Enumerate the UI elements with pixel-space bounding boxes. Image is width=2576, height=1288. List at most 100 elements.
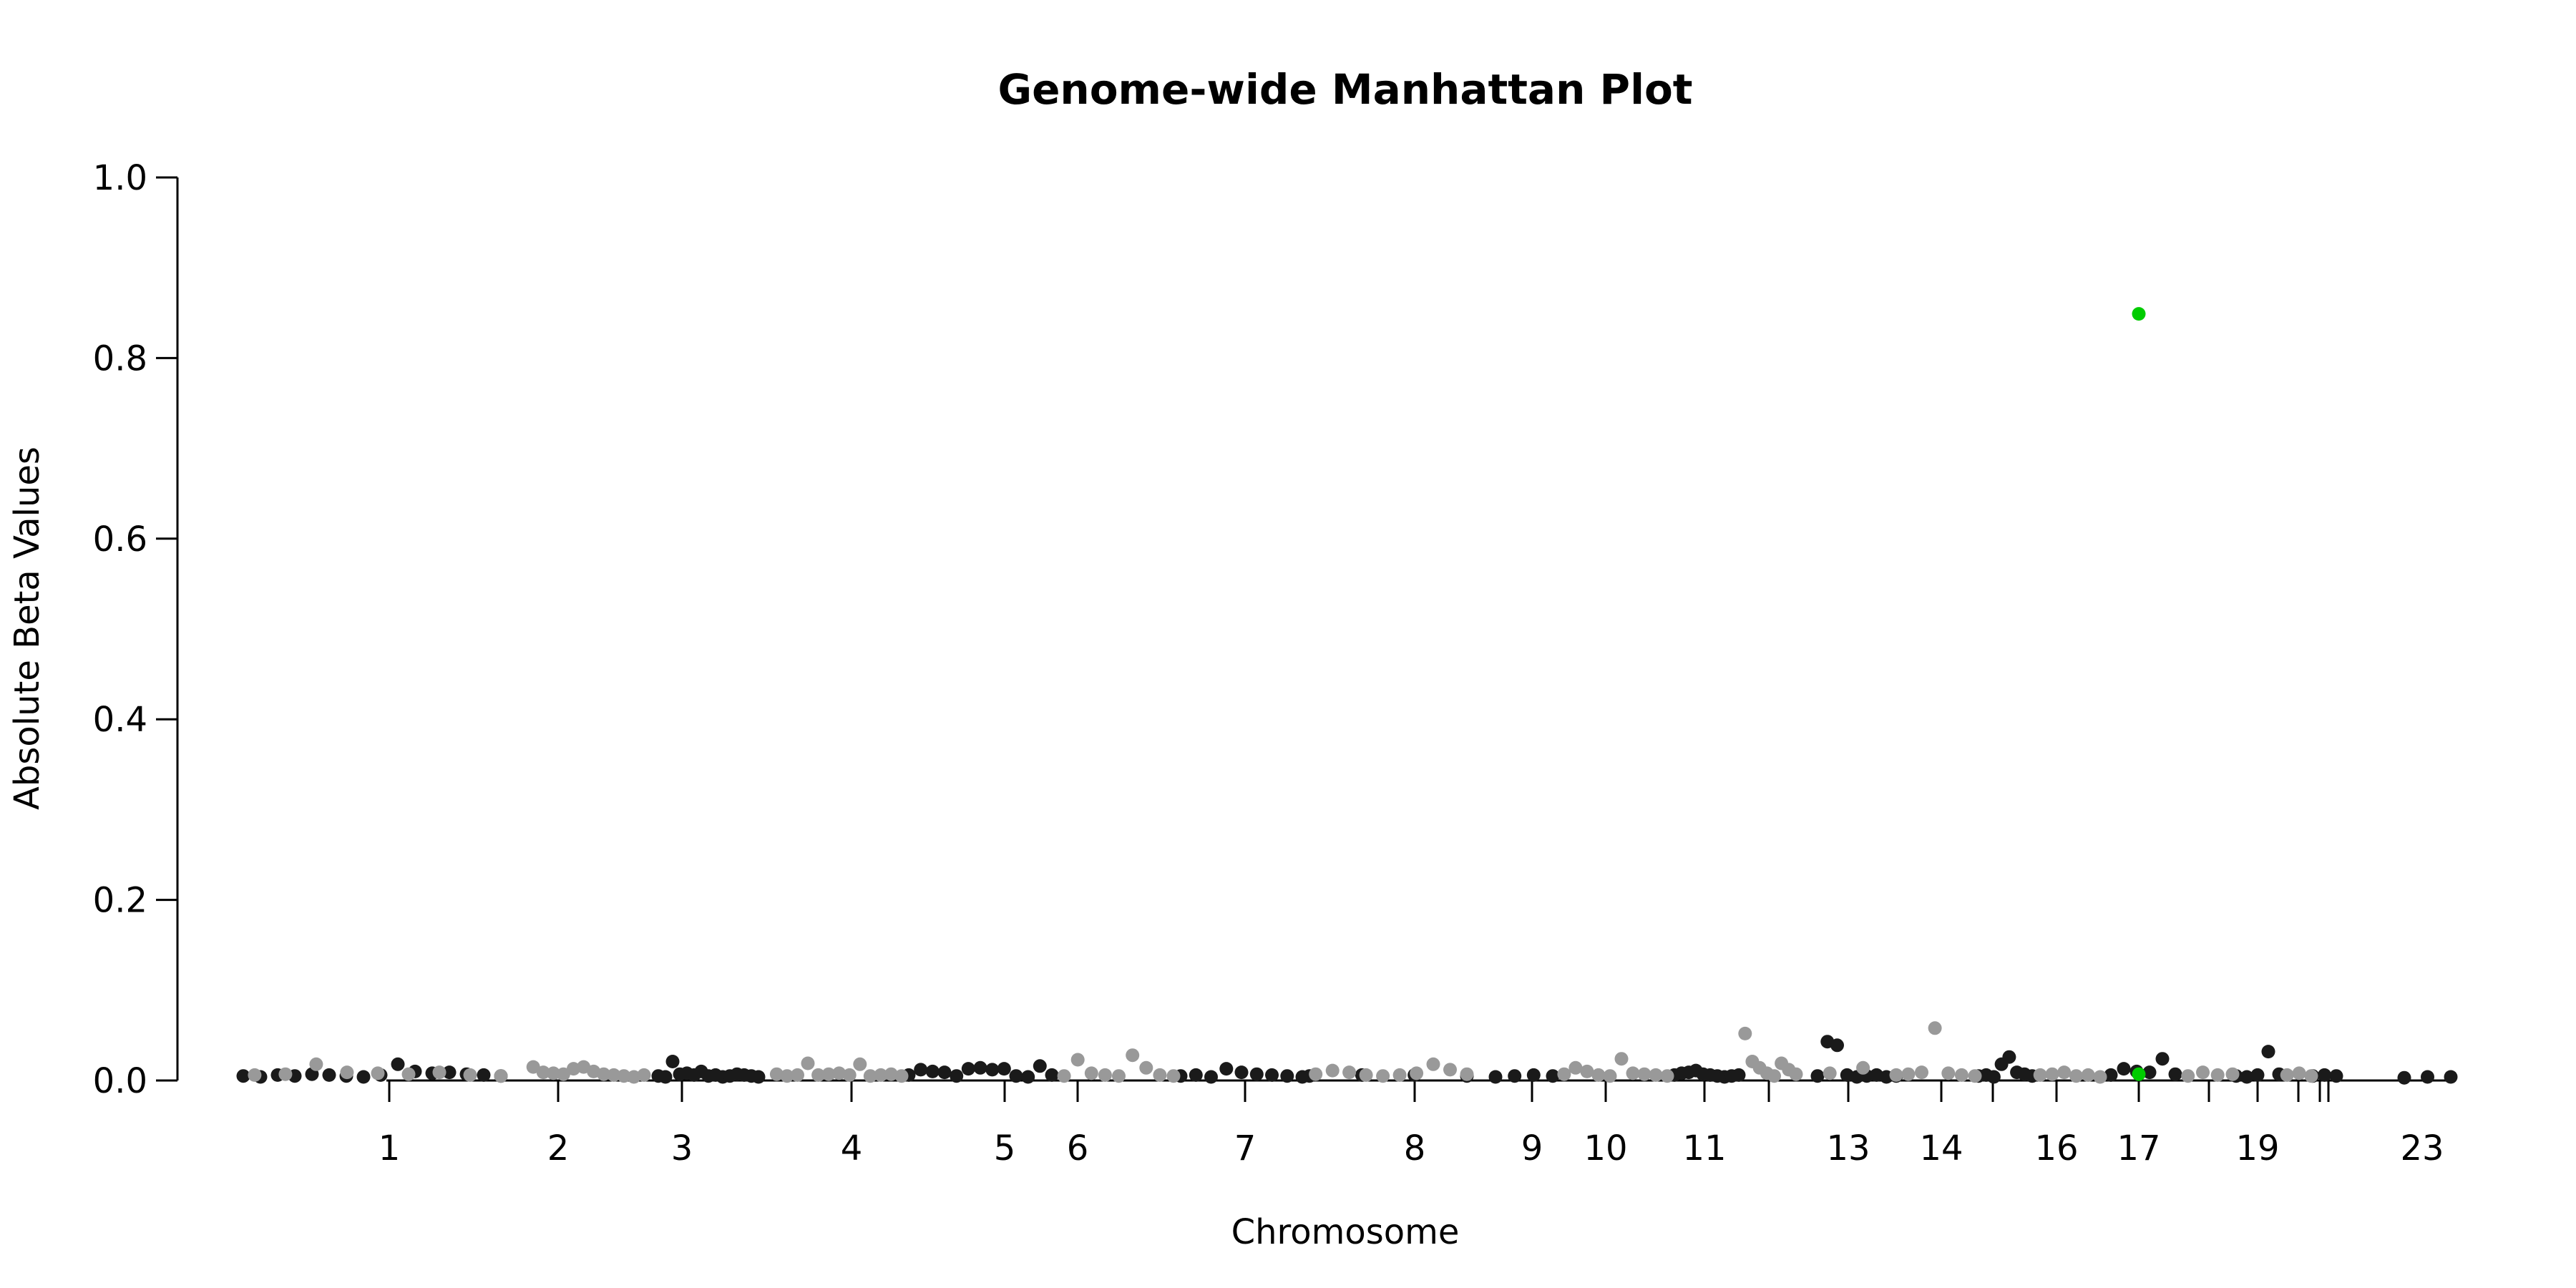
- data-point: [821, 1067, 836, 1081]
- data-point: [617, 1069, 631, 1083]
- data-point: [1614, 1052, 1629, 1066]
- data-point: [2181, 1069, 2195, 1083]
- data-point: [391, 1057, 405, 1071]
- data-point: [1219, 1062, 1234, 1076]
- data-point: [1889, 1068, 1903, 1082]
- x-tick-label: 11: [1682, 1128, 1726, 1169]
- data-point: [2168, 1067, 2182, 1081]
- data-point: [973, 1060, 987, 1075]
- data-point: [1941, 1066, 1956, 1080]
- chart-title: Genome-wide Manhattan Plot: [997, 65, 1692, 114]
- data-point: [477, 1068, 491, 1082]
- data-point: [546, 1066, 560, 1080]
- data-point: [1112, 1069, 1126, 1083]
- data-point: [432, 1065, 447, 1080]
- data-point: [914, 1063, 928, 1077]
- y-tick-label: 0.0: [93, 1061, 147, 1101]
- data-point: [1009, 1069, 1023, 1083]
- data-point: [1649, 1068, 1663, 1082]
- data-point: [2081, 1068, 2095, 1082]
- x-tick-label: 8: [1404, 1128, 1426, 1169]
- data-point: [1557, 1067, 1571, 1081]
- data-point: [463, 1068, 477, 1082]
- data-point: [1856, 1060, 1870, 1075]
- data-point: [1986, 1070, 2001, 1084]
- data-point: [925, 1064, 940, 1078]
- y-tick-label: 0.4: [93, 700, 147, 740]
- x-tick-label: 4: [841, 1128, 863, 1169]
- y-tick-label: 0.2: [93, 881, 147, 921]
- data-point: [2057, 1065, 2072, 1080]
- data-point: [937, 1065, 952, 1080]
- data-point: [801, 1056, 815, 1070]
- data-point: [1637, 1067, 1652, 1081]
- data-point: [1738, 1026, 1752, 1040]
- x-tick-label: 16: [2034, 1128, 2078, 1169]
- data-point: [665, 1055, 680, 1068]
- data-point: [1789, 1067, 1803, 1081]
- data-point: [278, 1067, 293, 1081]
- data-point: [985, 1063, 1000, 1077]
- data-point: [1342, 1065, 1357, 1080]
- data-point: [1928, 1021, 1942, 1035]
- data-point: [1189, 1068, 1203, 1082]
- data-point: [2033, 1068, 2047, 1082]
- data-point: [2104, 1068, 2118, 1082]
- data-point: [2132, 307, 2146, 321]
- x-tick-label: 5: [994, 1128, 1016, 1169]
- data-point: [874, 1068, 888, 1082]
- x-tick-label: 6: [1067, 1128, 1089, 1169]
- data-point: [894, 1069, 909, 1083]
- data-point: [2002, 1050, 2016, 1064]
- data-point: [2304, 1069, 2318, 1083]
- data-point: [567, 1062, 580, 1076]
- data-point: [340, 1065, 354, 1080]
- data-point: [1045, 1068, 1059, 1082]
- data-point: [536, 1065, 550, 1080]
- data-point: [1954, 1068, 1968, 1082]
- x-tick-label: 1: [379, 1128, 401, 1169]
- data-point: [2069, 1069, 2083, 1083]
- data-point: [401, 1067, 416, 1081]
- data-point: [811, 1068, 826, 1082]
- data-point: [2318, 1068, 2331, 1082]
- data-points: [236, 307, 2458, 1085]
- data-point: [863, 1069, 877, 1083]
- data-point: [2397, 1070, 2411, 1085]
- data-point: [1460, 1067, 1474, 1081]
- data-point: [627, 1070, 641, 1084]
- data-point: [322, 1068, 336, 1082]
- data-point: [309, 1057, 323, 1071]
- data-point: [1901, 1067, 1916, 1081]
- data-point: [842, 1068, 857, 1082]
- data-point: [1603, 1069, 1617, 1083]
- data-point: [1126, 1048, 1140, 1063]
- data-point: [1021, 1070, 1035, 1084]
- data-point: [2225, 1067, 2240, 1081]
- data-point: [2292, 1066, 2306, 1080]
- data-point: [2132, 1067, 2146, 1081]
- data-point: [2261, 1045, 2275, 1059]
- data-point: [1280, 1069, 1294, 1083]
- data-point: [494, 1069, 508, 1083]
- data-point: [2093, 1070, 2107, 1084]
- data-point: [1915, 1065, 1928, 1080]
- data-point: [248, 1068, 262, 1082]
- y-tick-label: 0.8: [93, 338, 147, 379]
- data-point: [1732, 1068, 1746, 1082]
- data-point: [556, 1067, 570, 1081]
- x-tick-label: 23: [2400, 1128, 2444, 1169]
- data-point: [1166, 1069, 1181, 1083]
- data-point: [1810, 1069, 1825, 1083]
- x-tick-label: 2: [547, 1128, 570, 1169]
- x-tick-label: 9: [1521, 1128, 1543, 1169]
- data-point: [1234, 1065, 1249, 1080]
- data-point: [1526, 1068, 1541, 1082]
- x-tick-label: 10: [1584, 1128, 1627, 1169]
- data-point: [1580, 1064, 1594, 1078]
- data-point: [2240, 1070, 2254, 1084]
- data-point: [1546, 1069, 1560, 1083]
- data-point: [2250, 1068, 2265, 1082]
- data-point: [2210, 1068, 2225, 1082]
- data-point: [1204, 1070, 1218, 1084]
